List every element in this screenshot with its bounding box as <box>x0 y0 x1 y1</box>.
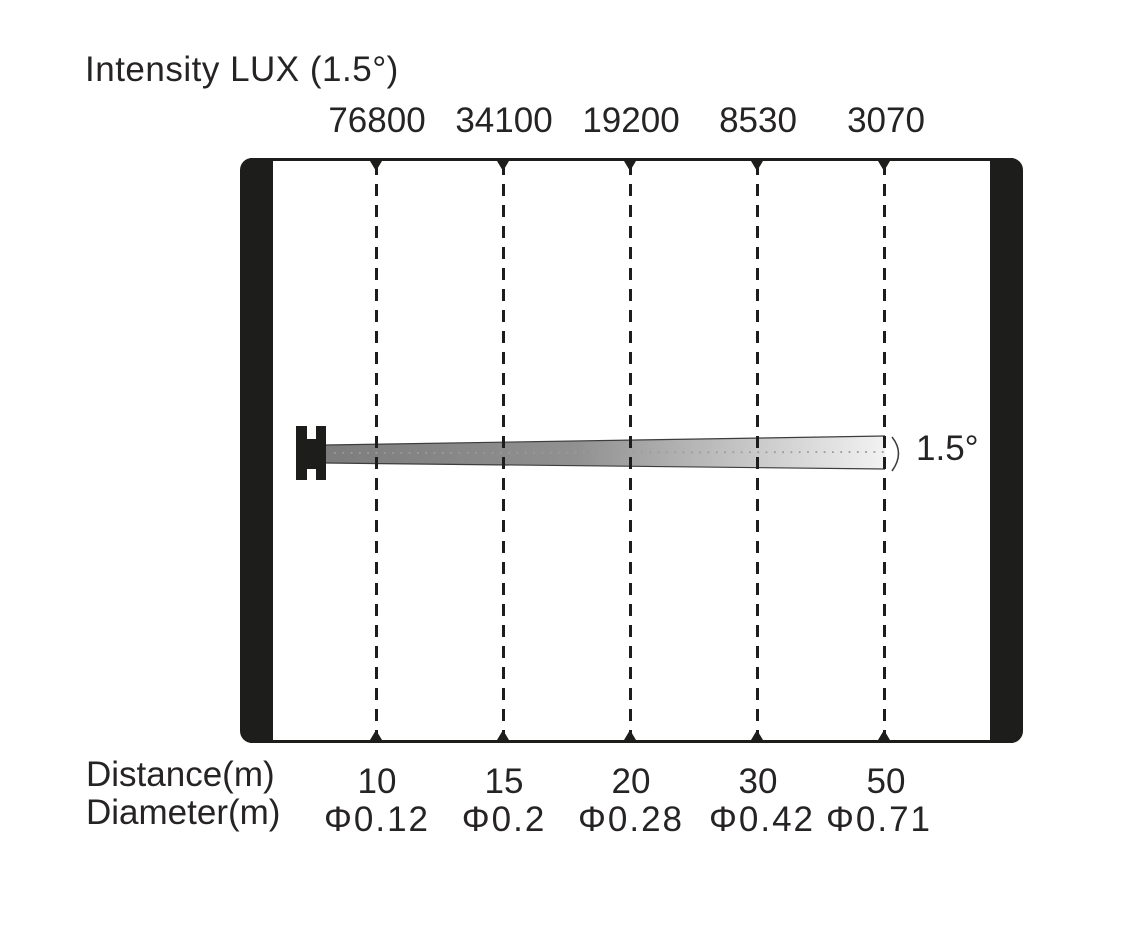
tick-arrow-top-2 <box>497 161 509 171</box>
diameter-value-5: Φ0.71 <box>825 800 933 839</box>
intensity-value-1: 76800 <box>328 101 426 140</box>
diameter-value-3: Φ0.28 <box>577 800 685 839</box>
intensity-value-5: 3070 <box>847 101 925 140</box>
intensity-value-4: 8530 <box>719 101 797 140</box>
tick-arrow-top-3 <box>624 161 636 171</box>
intensity-value-3: 19200 <box>582 101 680 140</box>
distance-value-1: 10 <box>357 762 397 801</box>
beam-graphic <box>325 435 900 472</box>
distance-value-2: 15 <box>484 762 524 801</box>
fixture-top-notch <box>307 426 316 439</box>
diameter-row-label: Diameter(m) <box>86 793 281 832</box>
fixture-bottom-notch <box>307 469 316 480</box>
tick-arrow-top-4 <box>751 161 763 171</box>
beam-centerline <box>333 451 891 454</box>
tick-arrow-bottom-4 <box>751 730 763 740</box>
tick-arrow-bottom-3 <box>624 730 636 740</box>
distance-value-4: 30 <box>738 762 778 801</box>
gridline-20m <box>629 163 632 738</box>
diameter-value-4: Φ0.42 <box>708 800 816 839</box>
gridline-50m <box>883 163 886 738</box>
left-wall-bar <box>240 158 273 743</box>
luminaire-fixture <box>296 426 326 480</box>
beam-diagram-frame: 1.5° <box>240 158 1023 743</box>
frame-bottom-edge <box>250 740 1013 743</box>
right-wall-bar <box>990 158 1023 743</box>
gridline-15m <box>502 163 505 738</box>
tick-arrow-top-5 <box>878 161 890 171</box>
beam-cone <box>326 436 885 469</box>
diameter-value-2: Φ0.2 <box>461 800 547 839</box>
beam-top-edge <box>325 435 886 446</box>
diameter-value-1: Φ0.12 <box>323 800 431 839</box>
gridline-30m <box>756 163 759 738</box>
tick-arrow-bottom-5 <box>878 730 890 740</box>
distance-value-5: 50 <box>866 762 906 801</box>
intensity-value-2: 34100 <box>455 101 553 140</box>
tick-arrow-bottom-2 <box>497 730 509 740</box>
beam-angle-label: 1.5° <box>916 429 979 468</box>
beam-bottom-edge <box>325 462 886 470</box>
gridline-10m <box>375 163 378 738</box>
diagram-title: Intensity LUX (1.5°) <box>85 50 399 89</box>
frame-top-edge <box>250 158 1013 161</box>
distance-row-label: Distance(m) <box>86 755 275 794</box>
tick-arrow-bottom-1 <box>370 730 382 740</box>
distance-value-3: 20 <box>611 762 651 801</box>
beam-angle-arc <box>891 436 900 472</box>
tick-arrow-top-1 <box>370 161 382 171</box>
